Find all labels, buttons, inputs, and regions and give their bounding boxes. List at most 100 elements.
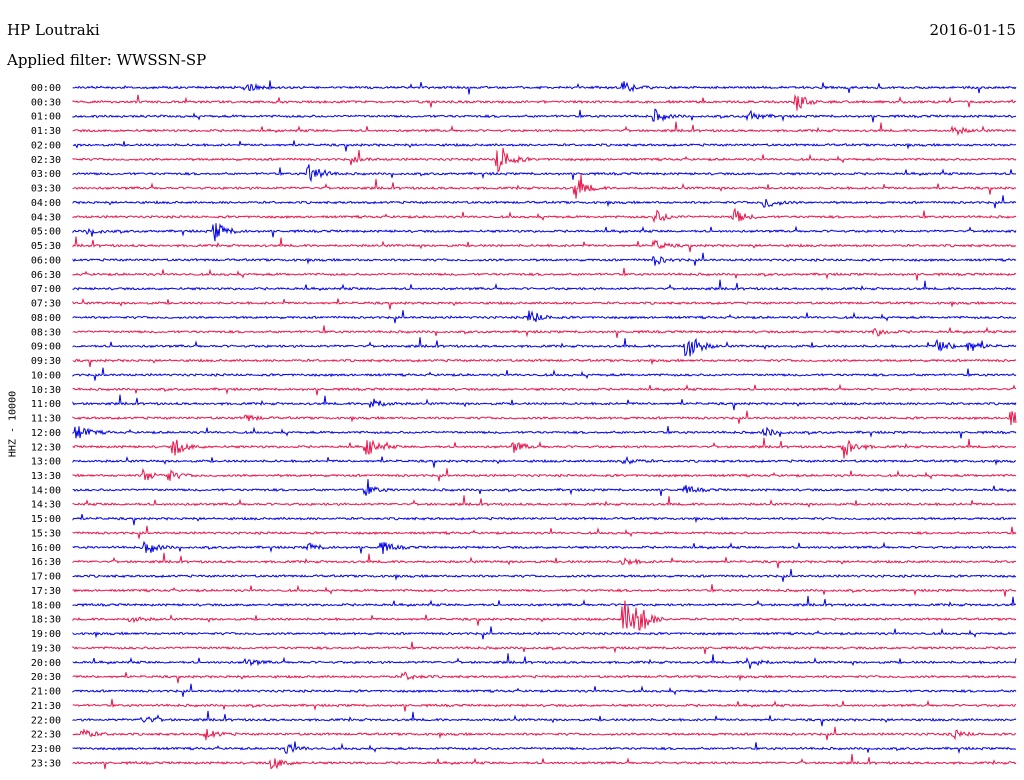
trace-row (72, 671, 1017, 684)
row-time-label: 01:30 (31, 126, 61, 137)
row-time-label: 11:30 (31, 414, 61, 425)
filter-label: Applied filter: WWSSN-SP (7, 51, 207, 69)
trace-row (72, 467, 1017, 482)
trace-row (72, 164, 1017, 183)
row-time-label: 03:30 (31, 184, 61, 195)
row-time-label: 15:00 (31, 514, 61, 525)
trace-row (72, 207, 1017, 224)
row-time-label: 12:00 (31, 428, 61, 439)
trace-row (72, 683, 1017, 697)
trace-row (72, 699, 1017, 712)
trace-row (72, 525, 1017, 539)
row-time-label: 10:30 (31, 385, 61, 396)
trace-row (72, 93, 1016, 111)
row-time-label: 03:00 (31, 169, 61, 180)
row-time-label: 15:30 (31, 528, 61, 539)
trace-row (72, 495, 1017, 508)
trace-row (72, 595, 1017, 608)
row-time-label: 13:30 (31, 471, 61, 482)
trace-row (72, 223, 1017, 242)
trace-row (72, 236, 1017, 253)
trace-row (72, 479, 1017, 496)
trace-row (72, 710, 1017, 727)
trace-row (72, 297, 1017, 310)
row-time-label: 07:30 (31, 299, 61, 310)
trace-row (72, 195, 1017, 209)
row-time-label: 16:30 (31, 557, 61, 568)
row-time-label: 07:00 (31, 284, 61, 295)
trace-row (72, 310, 1017, 324)
row-time-label: 20:30 (31, 672, 61, 683)
row-time-label: 00:30 (31, 97, 61, 108)
row-time-label: 02:30 (31, 155, 61, 166)
row-time-label: 08:00 (31, 313, 61, 324)
trace-row (72, 540, 1017, 554)
trace-row (72, 513, 1017, 526)
row-time-label: 05:00 (31, 227, 61, 238)
trace-row (72, 741, 1017, 755)
row-time-label: 19:30 (31, 643, 61, 654)
row-time-label: 19:00 (31, 629, 61, 640)
row-time-label: 22:00 (31, 715, 61, 726)
trace-row (72, 584, 1017, 597)
trace-row (72, 641, 1017, 655)
trace-row (72, 626, 1017, 640)
row-time-label: 08:30 (31, 327, 61, 338)
row-time-label: 22:30 (31, 730, 61, 741)
trace-row (72, 173, 1017, 199)
row-time-label: 21:30 (31, 701, 61, 712)
row-time-label: 16:00 (31, 543, 61, 554)
record-date: 2016-01-15 (929, 21, 1016, 39)
station-title: HP Loutraki (7, 21, 100, 39)
row-time-label: 13:00 (31, 457, 61, 468)
trace-row (72, 358, 1017, 368)
trace-row (72, 279, 1017, 292)
row-time-label: 09:30 (31, 356, 61, 367)
trace-row (72, 80, 1017, 95)
row-time-label: 02:00 (31, 140, 61, 151)
trace-row (72, 108, 1017, 123)
row-time-label: 20:00 (31, 658, 61, 669)
row-time-label: 17:00 (31, 572, 61, 583)
row-time-label: 14:00 (31, 485, 61, 496)
row-time-label: 09:00 (31, 342, 61, 353)
row-time-label: 11:00 (31, 399, 61, 410)
row-time-label: 12:30 (31, 442, 61, 453)
row-time-label: 23:30 (31, 758, 61, 769)
trace-row (72, 726, 1017, 741)
row-time-label: 10:00 (31, 370, 61, 381)
row-time-label: 23:00 (31, 744, 61, 755)
row-time-label: 21:00 (31, 687, 61, 698)
trace-row (72, 140, 1017, 152)
trace-row (72, 753, 1017, 770)
trace-row (72, 426, 1017, 439)
trace-row (72, 437, 1017, 459)
trace-row (72, 552, 1017, 569)
trace-row (72, 337, 1017, 357)
trace-row (72, 367, 1017, 381)
trace-row (72, 568, 1017, 582)
row-time-label: 18:00 (31, 600, 61, 611)
trace-row (72, 394, 1017, 411)
trace-row (72, 410, 1017, 426)
row-time-label: 04:30 (31, 212, 61, 223)
row-time-label: 05:30 (31, 241, 61, 252)
row-time-label: 00:00 (31, 83, 61, 94)
row-time-label: 14:30 (31, 500, 61, 511)
row-time-label: 17:30 (31, 586, 61, 597)
row-time-label: 18:30 (31, 615, 61, 626)
row-time-label: 01:00 (31, 112, 61, 123)
row-time-label: 06:00 (31, 255, 61, 266)
trace-row (72, 383, 1017, 396)
trace-row (72, 325, 1017, 338)
row-time-label: 06:30 (31, 270, 61, 281)
trace-row (72, 147, 1017, 173)
trace-row (72, 455, 1017, 468)
trace-row (72, 267, 1017, 281)
trace-row (72, 653, 1017, 669)
trace-row (72, 121, 1017, 137)
row-time-label: 04:00 (31, 198, 61, 209)
trace-row (72, 600, 1017, 631)
trace-row (72, 252, 1017, 266)
